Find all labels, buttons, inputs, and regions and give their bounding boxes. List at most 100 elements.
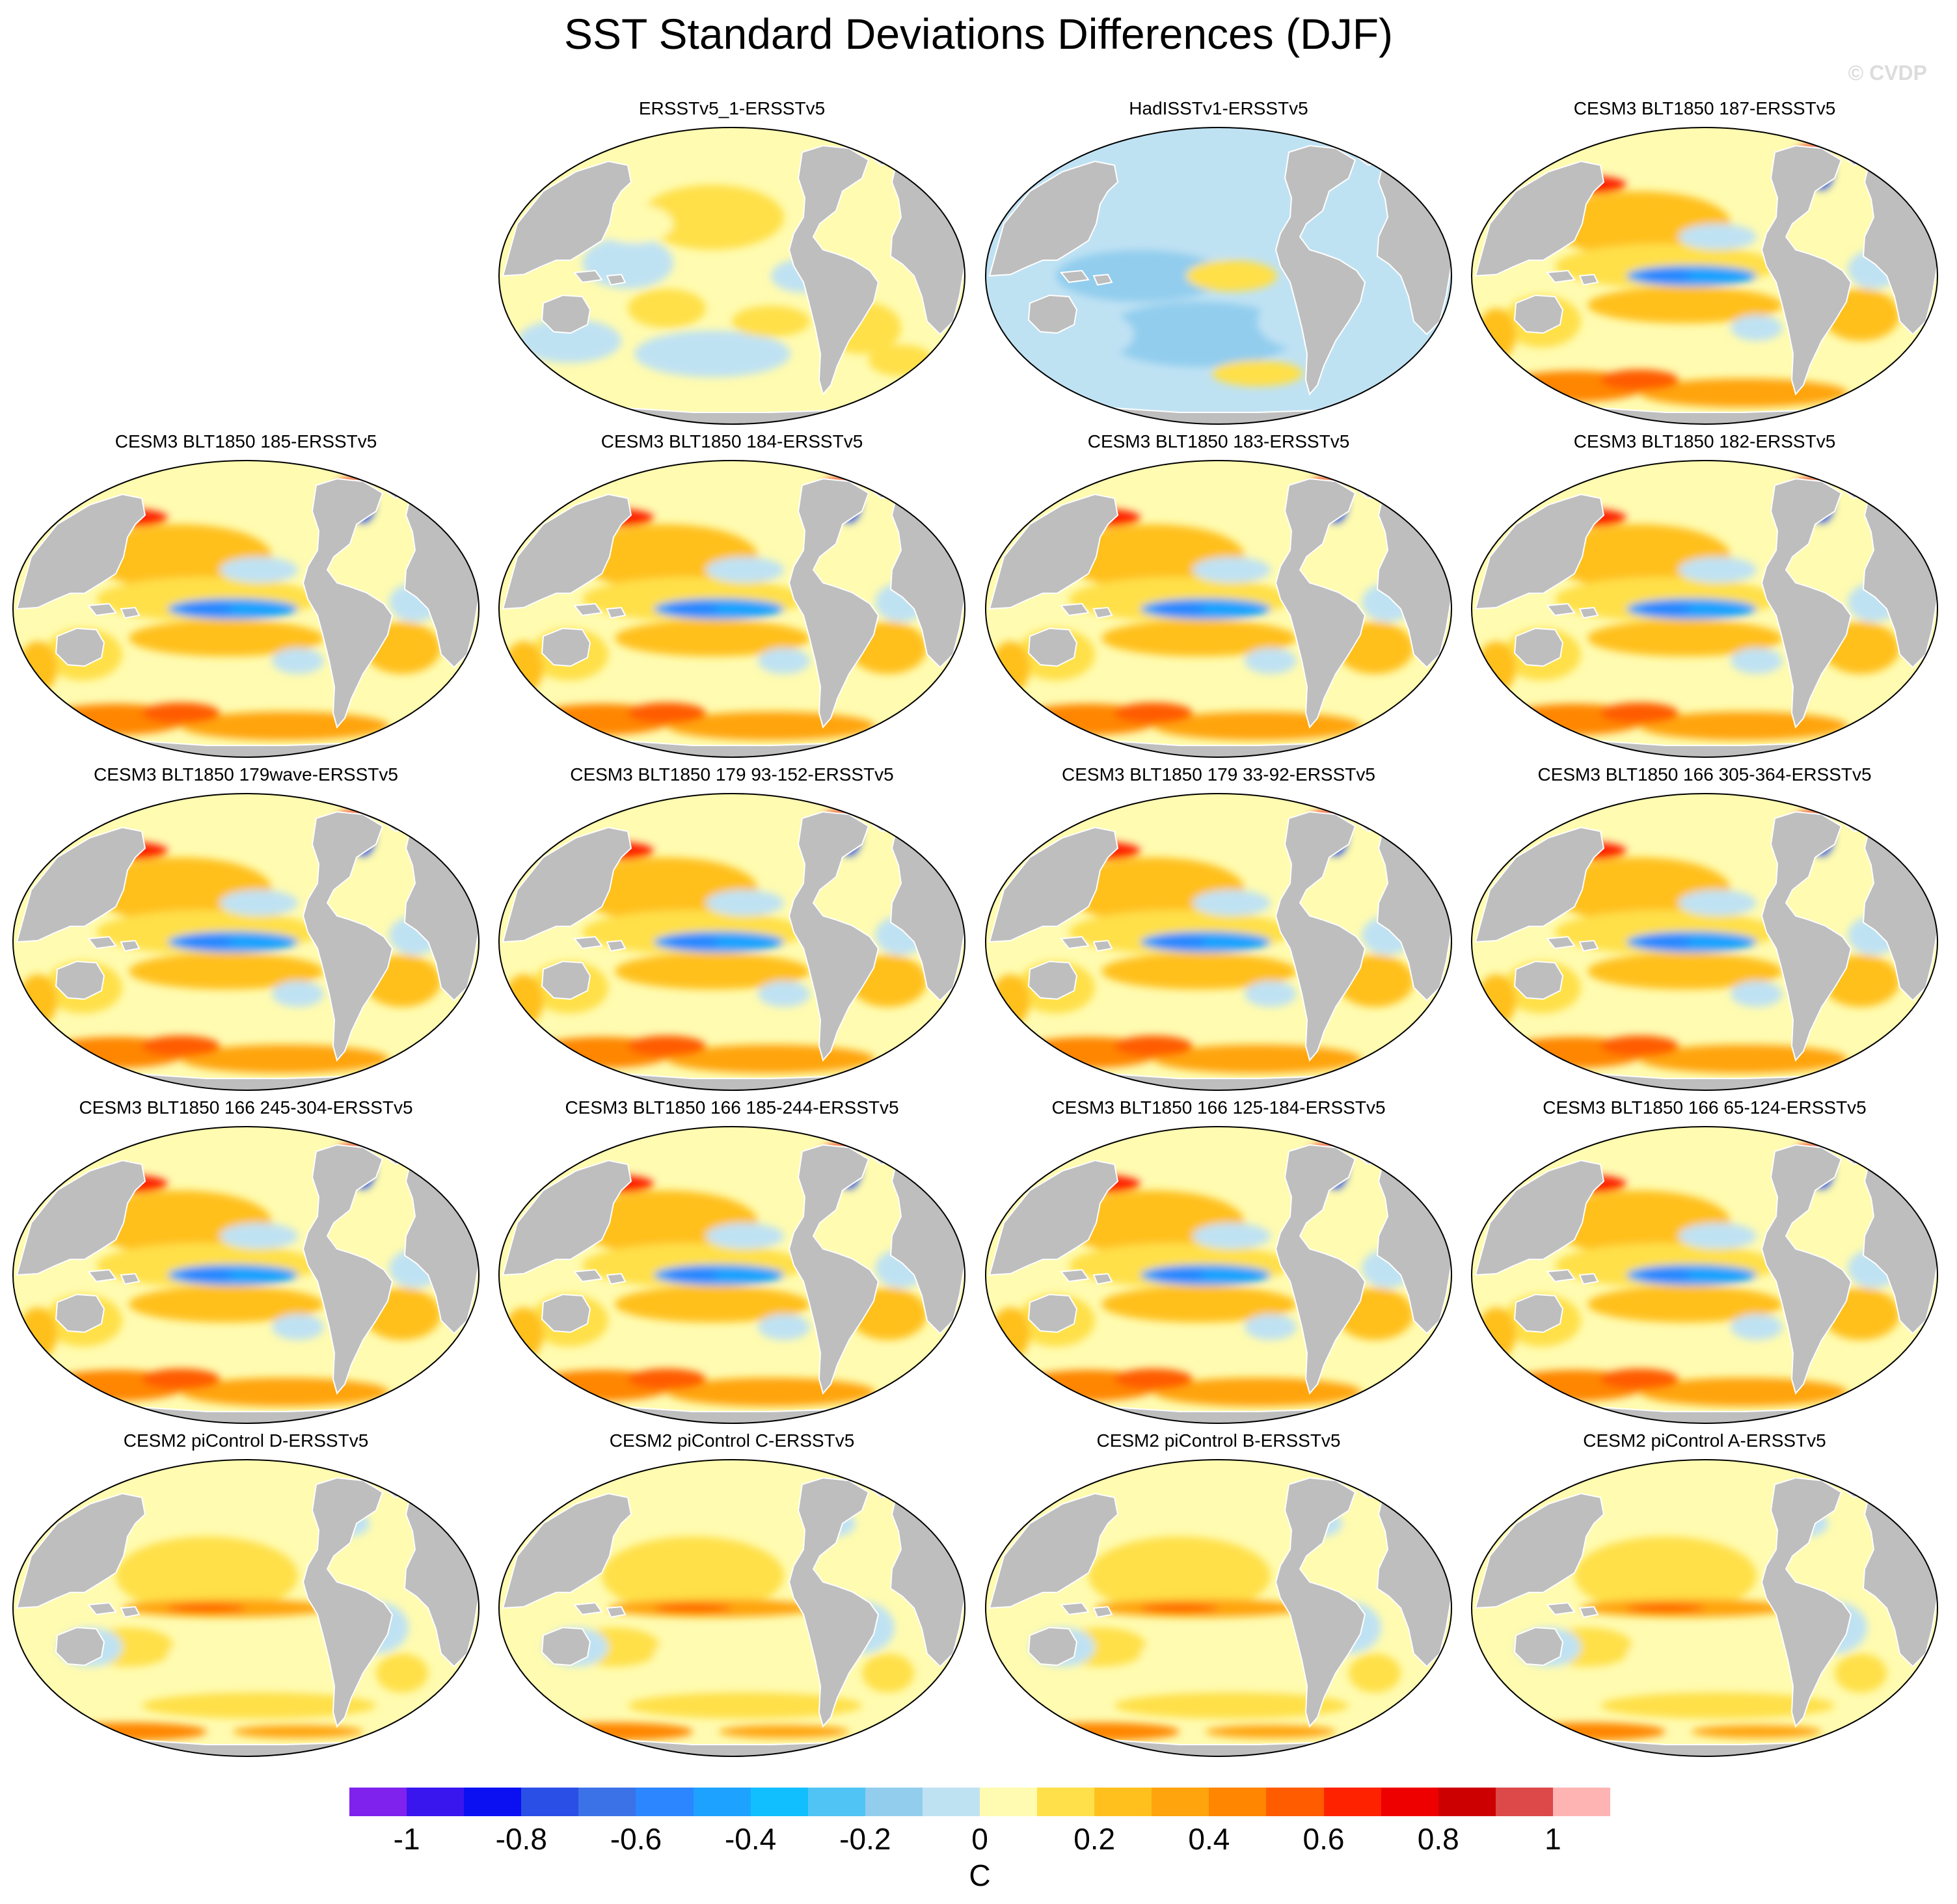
colorbar-unit: C (969, 1858, 991, 1892)
anomaly-blob (1023, 1723, 1180, 1741)
land-mass (55, 627, 105, 667)
robinson-map (12, 460, 479, 758)
anomaly-blob (129, 1286, 324, 1322)
anomaly-blob (272, 1314, 324, 1340)
anomaly-blob (1154, 1268, 1206, 1281)
land-mass (988, 1492, 1119, 1609)
anomaly-blob (220, 890, 298, 916)
land-mass (302, 811, 394, 1062)
land-mass (1092, 606, 1113, 619)
anomaly-blob (1140, 1604, 1219, 1612)
anomaly-blob (537, 1723, 693, 1741)
land-mass (1578, 1272, 1599, 1285)
land-mass (502, 1159, 632, 1276)
map-panel: HadISSTv1-ERSSTv5 (978, 98, 1459, 429)
land-mass (87, 602, 117, 617)
land-mass (573, 269, 603, 284)
anomaly-blob (1679, 890, 1757, 916)
colorbar-cell (521, 1788, 579, 1816)
map-border (1471, 1126, 1938, 1424)
anomaly-blob (1692, 1725, 1822, 1738)
anomaly-blob (991, 641, 1030, 693)
colorbar-tick-label: -1 (393, 1822, 420, 1856)
land-mass (87, 935, 117, 950)
anomaly-blob (1640, 1268, 1692, 1281)
land-mass (1578, 273, 1599, 286)
land-mass (573, 1602, 603, 1616)
land-mass (1060, 269, 1090, 284)
land-mass (1474, 826, 1605, 943)
anomaly-blob (1835, 1654, 1887, 1693)
map-border (985, 793, 1452, 1091)
colorbar-cell (980, 1788, 1038, 1816)
land-mass (788, 1477, 880, 1728)
anomaly-blob (272, 648, 324, 674)
land-mass (1761, 1477, 1852, 1728)
land-mass (16, 1159, 146, 1276)
land-mass (87, 1602, 117, 1616)
colorbar-cell (1037, 1788, 1095, 1816)
anomaly-blob (1477, 641, 1516, 693)
panel-title: ERSSTv5_1-ERSSTv5 (638, 98, 826, 118)
land-mass (1474, 1159, 1605, 1276)
anomaly-blob (220, 557, 298, 583)
land-mass (1060, 602, 1090, 617)
anomaly-blob (1679, 1223, 1757, 1249)
anomaly-blob (1101, 1286, 1297, 1322)
land-mass (1578, 606, 1599, 619)
land-mass (573, 935, 603, 950)
land-mass (1578, 1605, 1599, 1618)
anomaly-blob (1101, 302, 1297, 367)
land-mass (502, 493, 632, 610)
anomaly-blob (1509, 1723, 1666, 1741)
land-mass (988, 826, 1119, 943)
anomaly-blob (1600, 1693, 1835, 1719)
panel-title: CESM3 BLT1850 166 65-124-ERSSTv5 (1543, 1097, 1867, 1118)
anomaly-blob (1056, 250, 1225, 302)
anomaly-blob (615, 953, 810, 989)
robinson-map (1471, 1459, 1938, 1757)
map-border (498, 1126, 965, 1424)
map-panel: CESM3 BLT1850 182-ERSSTv5 (1464, 431, 1945, 762)
anomaly-blob (1640, 602, 1692, 615)
anomaly-blob (1679, 557, 1757, 583)
anomaly-blob (1212, 360, 1303, 386)
land-mass (1474, 493, 1605, 610)
anomaly-blob (504, 641, 543, 693)
anomaly-blob (641, 185, 784, 250)
panel-title: CESM3 BLT1850 179wave-ERSSTv5 (94, 764, 398, 784)
colorbar-cell (464, 1788, 522, 1816)
colorbar-cell (807, 1788, 866, 1816)
map-border (985, 1126, 1452, 1424)
land-mass (1761, 477, 1852, 729)
anomaly-blob (1731, 648, 1783, 674)
anomaly-blob (181, 602, 233, 615)
colorbar-tick-label: -0.4 (724, 1822, 777, 1856)
anomaly-blob (1477, 974, 1516, 1026)
robinson-map (498, 1126, 965, 1424)
panel-title: CESM2 piControl B-ERSSTv5 (1096, 1430, 1341, 1451)
map-border (12, 1459, 479, 1757)
anomaly-blob (181, 1268, 233, 1281)
map-panel: CESM3 BLT1850 166 245-304-ERSSTv5 (5, 1097, 487, 1428)
anomaly-blob (758, 981, 810, 1007)
anomaly-blob (582, 237, 673, 289)
colorbar-tick-label: 0.2 (1073, 1822, 1116, 1856)
anomaly-blob (1731, 981, 1783, 1007)
land-mass (302, 1477, 394, 1728)
land-mass (788, 1144, 880, 1395)
panel-title: CESM3 BLT1850 187-ERSSTv5 (1573, 98, 1836, 118)
robinson-map (498, 1459, 965, 1757)
anomaly-blob (142, 1693, 376, 1719)
anomaly-blob (1193, 890, 1271, 916)
anomaly-blob (628, 703, 706, 723)
land-mass (16, 1492, 146, 1609)
robinson-map (1471, 127, 1938, 425)
anomaly-blob (1140, 1634, 1297, 1673)
robinson-map (498, 460, 965, 758)
map-border (498, 793, 965, 1091)
anomaly-blob (1587, 620, 1783, 656)
robinson-map (985, 1126, 1452, 1424)
anomaly-blob (1114, 703, 1193, 723)
panel-title: CESM2 piControl C-ERSSTv5 (609, 1430, 855, 1451)
